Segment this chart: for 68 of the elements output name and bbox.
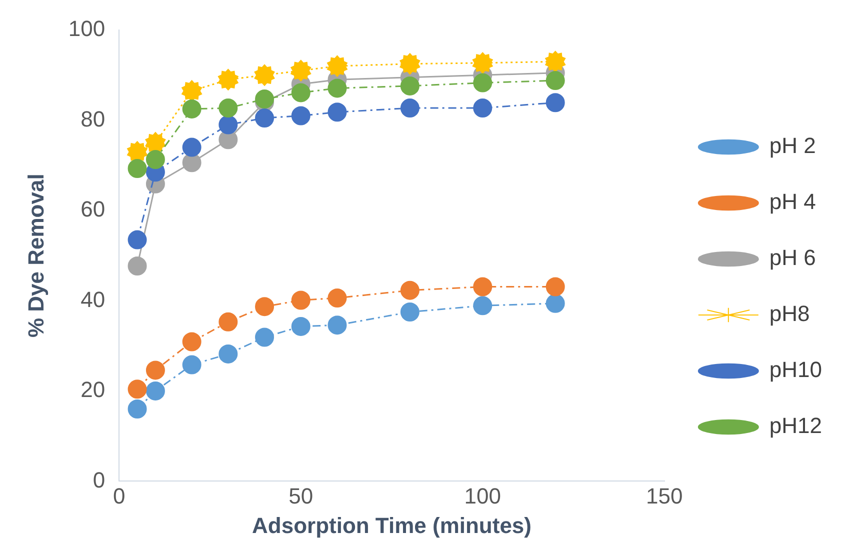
point — [291, 106, 310, 126]
point — [218, 344, 238, 364]
point — [473, 296, 492, 316]
legend-label: pH 6 — [769, 245, 816, 270]
y-tick-label: 0 — [92, 467, 106, 492]
point — [182, 153, 202, 172]
point — [473, 98, 492, 118]
point — [328, 102, 347, 122]
point — [400, 302, 420, 322]
point — [328, 78, 347, 98]
point — [145, 132, 166, 154]
legend-label: pH10 — [769, 357, 822, 382]
point — [473, 277, 492, 296]
y-tick-label: 60 — [80, 196, 106, 222]
point — [128, 400, 147, 419]
y-axis-title: % Dye Removal — [23, 174, 48, 338]
point — [328, 288, 347, 308]
point — [128, 256, 147, 276]
point — [182, 99, 202, 118]
point — [128, 380, 147, 399]
y-tick-label: 100 — [68, 16, 106, 42]
point — [328, 316, 347, 335]
point — [400, 98, 420, 118]
point — [291, 83, 310, 102]
y-tick-label: 20 — [80, 377, 106, 402]
x-axis-title: Adsorption Time (minutes) — [252, 512, 532, 538]
x-tick-label: 150 — [646, 483, 683, 508]
point — [546, 93, 565, 112]
point — [218, 68, 239, 91]
point — [126, 140, 148, 163]
point — [146, 360, 165, 380]
point — [128, 159, 147, 178]
point — [146, 381, 165, 400]
point — [128, 230, 147, 250]
point — [255, 108, 274, 128]
x-tick-label: 100 — [464, 483, 501, 508]
point — [546, 277, 565, 296]
legend-label: pH8 — [769, 301, 810, 326]
point — [146, 150, 165, 169]
point — [400, 76, 420, 96]
legend-label: pH 2 — [769, 133, 816, 158]
point — [255, 297, 274, 316]
x-tick-label: 50 — [288, 483, 314, 508]
x-tick-label: 0 — [112, 483, 126, 508]
point — [546, 294, 565, 313]
point — [255, 328, 274, 347]
point — [399, 52, 420, 75]
point — [181, 80, 202, 102]
point — [218, 312, 238, 332]
point — [291, 290, 310, 310]
point — [544, 50, 566, 73]
legend-label: pH 4 — [769, 189, 816, 214]
y-tick-label: 80 — [80, 106, 106, 132]
y-tick-label: 40 — [80, 286, 106, 312]
legend-label: pH12 — [769, 413, 822, 438]
point — [182, 138, 202, 157]
point — [473, 73, 492, 92]
point — [326, 55, 348, 78]
point — [218, 115, 238, 134]
point — [291, 316, 310, 336]
point — [218, 98, 238, 118]
point — [182, 355, 202, 374]
point — [182, 332, 202, 352]
point — [472, 52, 494, 74]
point — [254, 64, 275, 86]
point — [546, 71, 565, 90]
point — [400, 280, 420, 300]
point — [290, 60, 312, 82]
